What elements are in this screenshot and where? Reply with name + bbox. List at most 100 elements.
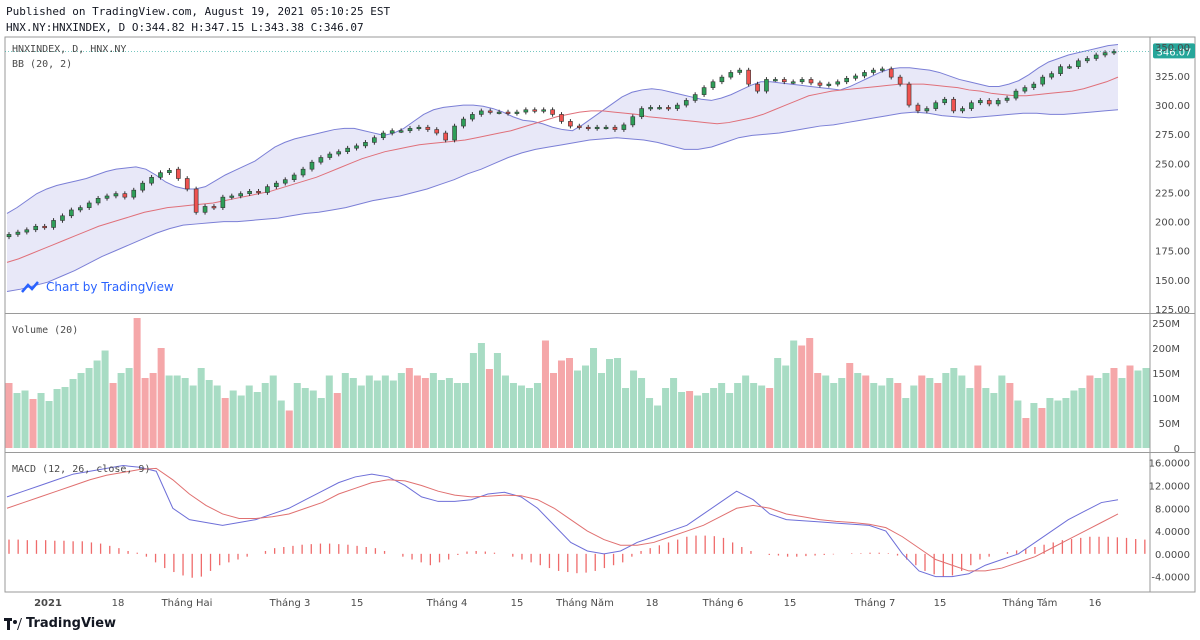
volume-bar [782, 365, 790, 448]
last-price-tag [1153, 43, 1195, 59]
volume-bar [742, 375, 750, 448]
candle [594, 126, 600, 130]
candle [211, 206, 217, 209]
candle [363, 142, 368, 147]
x-tick-label: Tháng 7 [854, 597, 896, 609]
macd-tick-label: 16.0000 [1149, 459, 1190, 470]
volume-bar [878, 385, 886, 448]
candle [1084, 58, 1090, 62]
candle [559, 114, 564, 122]
candle [229, 195, 235, 198]
volume-bar [197, 368, 205, 448]
volume-bar [726, 393, 734, 448]
candle [309, 161, 315, 170]
candle [86, 202, 92, 208]
volume-bar [718, 383, 726, 448]
volume-bar [37, 393, 45, 448]
volume-tick-label: 100M [1152, 394, 1180, 405]
tradingview-logo-icon [4, 617, 22, 630]
volume-bar [229, 390, 237, 448]
macd-line [6, 465, 1119, 578]
volume-bar [678, 392, 686, 448]
x-tick-label: 15 [934, 598, 947, 609]
candle [122, 193, 128, 198]
candle [639, 108, 645, 118]
volume-bar [1102, 373, 1110, 448]
volume-bar [790, 340, 798, 448]
candle [826, 83, 832, 86]
candle [585, 126, 591, 130]
candle [514, 111, 520, 114]
candle [1067, 66, 1072, 69]
volume-bar [509, 383, 517, 448]
candle [924, 108, 930, 112]
candle [220, 196, 226, 208]
candle [95, 198, 101, 204]
tradingview-watermark: Chart by TradingView [20, 280, 174, 294]
volume-bar [1054, 400, 1062, 448]
candle [149, 177, 154, 184]
volume-bar [1118, 378, 1126, 448]
candle [274, 182, 279, 187]
bb-indicator-label: BB (20, 2) [12, 59, 72, 70]
candle [710, 81, 716, 88]
volume-bar [670, 378, 678, 448]
bb-upper-line [6, 43, 1119, 214]
x-tick-label: 15 [351, 598, 364, 609]
candle [1004, 97, 1010, 101]
candle [790, 81, 796, 84]
volume-bar [253, 392, 261, 448]
volume-bar [381, 375, 389, 448]
volume-bar [397, 373, 405, 448]
candle [389, 130, 395, 134]
candle [104, 195, 110, 199]
volume-bar [21, 390, 29, 448]
volume-bar [333, 393, 341, 448]
candle [202, 206, 208, 213]
price-tick-label: 300.00 [1155, 101, 1190, 112]
candle [1013, 90, 1019, 99]
tradingview-logo[interactable]: TradingView [4, 616, 116, 631]
volume-bar [1070, 390, 1078, 448]
macd-tick-label: -4.0000 [1151, 573, 1190, 584]
volume-bar [325, 375, 333, 448]
volume-bar [237, 395, 245, 448]
volume-bar [269, 375, 277, 448]
volume-bar [806, 338, 814, 448]
candle [1040, 76, 1046, 85]
candle [282, 179, 288, 184]
candle [407, 128, 413, 132]
candle [550, 109, 555, 115]
volume-bar [461, 383, 469, 448]
candle [336, 151, 342, 155]
candle [880, 68, 885, 71]
volume-bar [485, 369, 493, 448]
candle [692, 94, 698, 101]
candle [167, 170, 172, 173]
volume-bar [421, 378, 429, 448]
price-tick-label: 225.00 [1155, 188, 1190, 199]
volume-bar [317, 398, 325, 448]
candle [15, 231, 21, 235]
candle [158, 172, 163, 178]
volume-bar [694, 395, 702, 448]
volume-bar [429, 373, 437, 448]
published-info: Published on TradingView.com, August 19,… [6, 5, 391, 18]
candle [764, 79, 769, 92]
volume-bar [766, 388, 774, 448]
volume-bar [1086, 375, 1094, 448]
candle [1093, 54, 1099, 59]
volume-bar [61, 387, 69, 448]
candle [978, 100, 983, 104]
candle [728, 72, 734, 78]
volume-bar [181, 378, 189, 448]
candle [853, 75, 858, 79]
candle [577, 125, 582, 128]
candle [862, 72, 867, 77]
volume-bar [582, 365, 590, 448]
candle [291, 174, 297, 180]
volume-bar [13, 393, 21, 448]
candle [131, 189, 137, 198]
candle [42, 225, 47, 229]
